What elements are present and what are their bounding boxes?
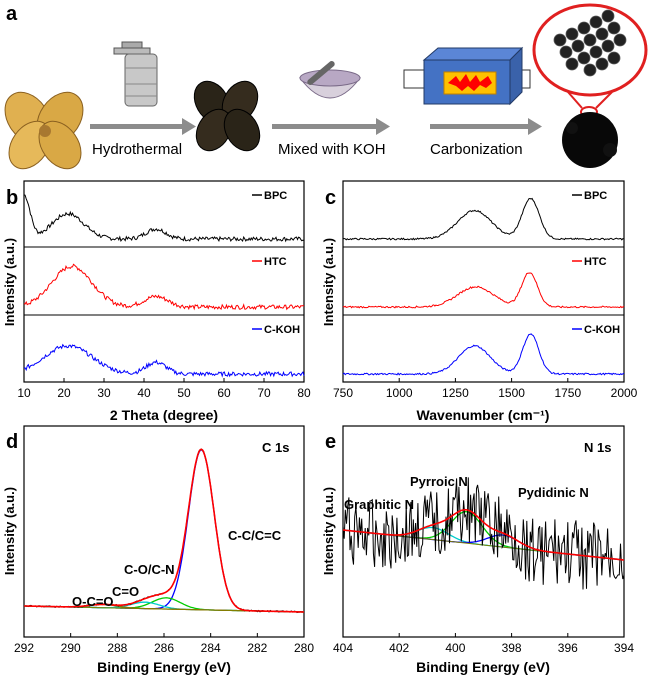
x-tick-label: 398 [502,641,522,655]
carbonized-shell-icon [193,80,261,152]
carbon-nanostructure-icon [532,3,648,168]
x-tick-label: 288 [107,641,127,655]
panel-b-ylabel: Intensity (a.u.) [2,238,17,326]
panel-b: b 10 20 30 40 50 60 70 80 BPC HTC C-KOH Intensity… [2,180,311,423]
label-graphitic-n: Graphitic N [344,497,414,512]
panel-e-xlabel: Binding Energy (eV) [416,659,550,675]
process-arrows [90,118,542,135]
x-tick-label: 20 [57,386,71,400]
x-tick-label: 284 [201,641,221,655]
x-tick-label: 1250 [442,386,469,400]
panel-b-xlabel: 2 Theta (degree) [110,407,218,423]
x-tick-label: 10 [17,386,31,400]
x-tick-label: 404 [333,641,353,655]
label-pydidinic-n: Pydidinic N [518,485,589,500]
label-cc: C-C/C=C [228,528,282,543]
x-tick-label: 394 [614,641,634,655]
x-tick-label: 750 [333,386,353,400]
step-carbonization: Carbonization [430,141,523,158]
panel-e-label: e [325,431,336,453]
panel-c-ylabel: Intensity (a.u.) [321,238,336,326]
x-tick-label: 402 [389,641,409,655]
x-tick-label: 1500 [498,386,525,400]
label-co-cn: C-O/C-N [124,562,175,577]
peanut-shell-icon [4,91,84,170]
x-tick-label: 396 [558,641,578,655]
x-tick-label: 280 [294,641,314,655]
x-tick-label: 400 [445,641,465,655]
panel-b-frame [23,180,305,383]
x-tick-label: 80 [297,386,311,400]
mortar-icon [298,61,362,99]
legend-label-HTC: HTC [264,256,287,268]
x-tick-label: 50 [177,386,191,400]
label-pyrroic-n: Pyrroic N [410,474,468,489]
panel-d-title: C 1s [262,440,289,455]
x-tick-label: 292 [14,641,34,655]
fit-envelope [24,448,304,613]
x-tick-label: 1750 [554,386,581,400]
x-tick-label: 60 [217,386,231,400]
panel-d-label: d [6,431,18,453]
series-line-C-KOH [23,343,305,378]
panel-c-xlabel: Wavenumber (cm⁻¹) [417,407,550,423]
series-line-C-KOH [342,333,625,376]
x-tick-label: 286 [154,641,174,655]
legend-label-HTC: HTC [584,256,607,268]
legend-label-BPC: BPC [264,190,287,202]
legend-label-BPC: BPC [584,190,607,202]
autoclave-icon [113,41,158,107]
panel-e-ylabel: Intensity (a.u.) [321,487,336,575]
series-line-BPC [23,194,305,243]
component-C-O/C-N [24,597,304,613]
x-tick-label: 30 [97,386,111,400]
panel-a: a [4,3,648,170]
panel-a-label: a [6,3,18,25]
panel-e: e 404 402 400 398 396 394 N 1s Graphitic N Py… [321,425,634,675]
fit-envelope [342,508,625,561]
series-line-HTC [23,263,305,311]
raw-spectrum [342,477,625,590]
step-mixed-koh: Mixed with KOH [278,141,386,158]
panel-b-label: b [6,187,18,209]
panel-c-frame [342,180,625,383]
panel-c-label: c [325,187,336,209]
panel-c: c 750 1000 1250 1500 1750 2000 BPC HTC C-KOH In… [321,180,638,423]
panel-d-xlabel: Binding Energy (eV) [97,659,231,675]
x-tick-label: 1000 [386,386,413,400]
panel-e-title: N 1s [584,440,611,455]
furnace-icon [403,46,531,106]
x-tick-label: 290 [61,641,81,655]
step-hydrothermal: Hydrothermal [92,141,182,158]
legend-label-C-KOH: C-KOH [584,324,620,336]
series-line-BPC [342,197,625,241]
x-tick-label: 2000 [611,386,638,400]
x-tick-label: 40 [137,386,151,400]
panel-d-ylabel: Intensity (a.u.) [2,487,17,575]
x-tick-label: 70 [257,386,271,400]
panel-d: d 292 290 288 286 284 282 280 C 1s C-C/C=C C-O… [2,425,314,675]
label-c-o-double: C=O [112,584,139,599]
series-line-HTC [342,272,625,309]
legend-label-C-KOH: C-KOH [264,324,300,336]
panel-e-frame [342,425,625,638]
x-tick-label: 282 [247,641,267,655]
label-o-c-o: O-C=O [72,594,114,609]
